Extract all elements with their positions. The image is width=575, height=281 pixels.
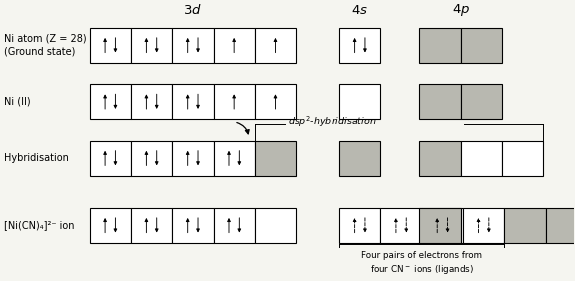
Bar [90,140,131,176]
Bar [339,208,381,243]
Text: $dsp^2$-hybridisation: $dsp^2$-hybridisation [288,114,377,129]
Text: $4s$: $4s$ [351,4,369,17]
Bar [172,84,213,119]
Bar [172,208,213,243]
Bar [131,140,172,176]
Bar [255,208,296,243]
Bar [213,140,255,176]
Bar [255,84,296,119]
Bar [213,208,255,243]
Bar [90,84,131,119]
Bar [172,140,213,176]
Bar [90,28,131,63]
Bar [131,208,172,243]
Bar [90,208,131,243]
Bar [419,140,461,176]
Text: Ni atom (Z = 28)
(Ground state): Ni atom (Z = 28) (Ground state) [3,34,86,56]
Bar [213,28,255,63]
Text: Four pairs of electrons from
four CN$^-$ ions (ligands): Four pairs of electrons from four CN$^-$… [361,251,482,277]
Bar [131,84,172,119]
Bar [419,28,461,63]
Bar [421,208,463,243]
Bar [419,208,461,243]
Bar [213,84,255,119]
Text: $4p$: $4p$ [451,2,470,18]
Text: Ni (II): Ni (II) [3,97,30,106]
Bar [339,84,381,119]
Text: Hybridisation: Hybridisation [3,153,68,163]
Text: [Ni(CN)₄]²⁻ ion: [Ni(CN)₄]²⁻ ion [3,220,74,230]
Bar [463,208,504,243]
Bar [339,140,381,176]
Bar [461,140,502,176]
Bar [131,28,172,63]
Bar [339,28,381,63]
Bar [255,140,296,176]
Bar [381,208,421,243]
Bar [546,208,575,243]
Bar [461,84,502,119]
Text: $3d$: $3d$ [183,3,202,17]
Bar [255,28,296,63]
Bar [172,28,213,63]
Bar [504,208,546,243]
Bar [502,140,543,176]
Bar [461,28,502,63]
Bar [419,84,461,119]
